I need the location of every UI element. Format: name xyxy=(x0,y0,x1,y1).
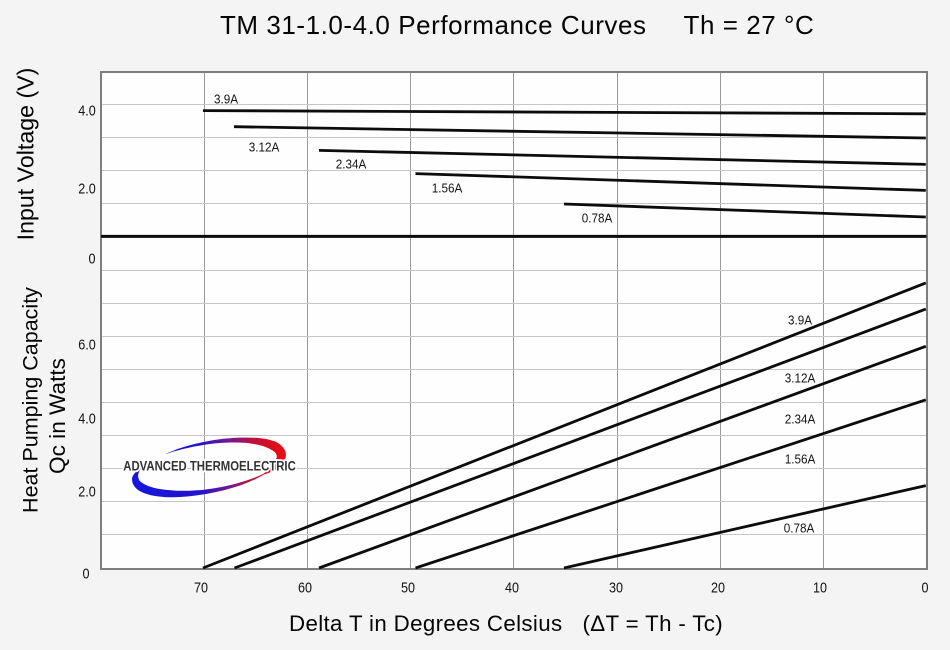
svg-text:ADVANCED THERMOELECTRIC: ADVANCED THERMOELECTRIC xyxy=(123,459,296,474)
